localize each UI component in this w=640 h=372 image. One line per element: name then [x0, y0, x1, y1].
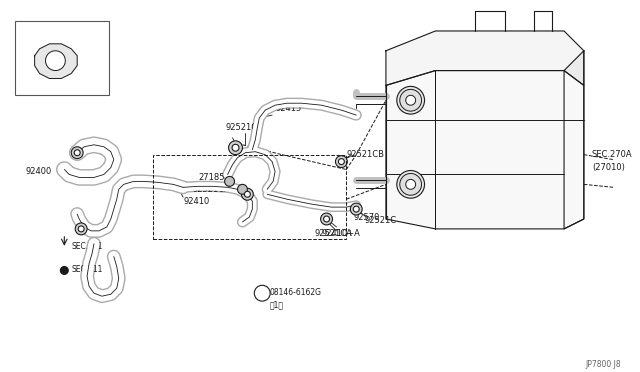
Ellipse shape [335, 155, 348, 167]
Ellipse shape [406, 179, 415, 189]
Ellipse shape [45, 51, 65, 71]
Text: SEC.211: SEC.211 [71, 242, 102, 251]
Ellipse shape [237, 185, 248, 194]
Text: 92521C: 92521C [364, 217, 396, 225]
Text: (27010): (27010) [592, 163, 625, 172]
Bar [154, 155, 346, 239]
Polygon shape [386, 31, 584, 86]
Ellipse shape [225, 176, 234, 186]
Text: 92410+A: 92410+A [322, 230, 360, 238]
Text: 92521CA: 92521CA [315, 230, 353, 238]
Ellipse shape [353, 206, 359, 212]
Ellipse shape [321, 213, 333, 225]
Text: 92570: 92570 [353, 212, 380, 221]
Text: （1）: （1） [269, 301, 283, 310]
Text: JP7800 J8: JP7800 J8 [586, 359, 621, 369]
Text: SEC.270A: SEC.270A [592, 150, 632, 159]
Text: 92415: 92415 [275, 104, 301, 113]
Ellipse shape [71, 147, 83, 158]
Text: SEC.211: SEC.211 [71, 265, 102, 274]
Text: 92521C: 92521C [226, 124, 258, 132]
Ellipse shape [244, 191, 250, 197]
Text: 92530: 92530 [22, 26, 51, 35]
Ellipse shape [324, 216, 330, 222]
Ellipse shape [397, 86, 424, 114]
Text: 92521CA: 92521CA [193, 185, 231, 194]
Ellipse shape [254, 285, 270, 301]
Ellipse shape [74, 150, 80, 155]
Text: 08146-6162G: 08146-6162G [269, 288, 321, 297]
Ellipse shape [350, 203, 362, 215]
Text: 92521CB: 92521CB [346, 150, 385, 159]
Text: 92400: 92400 [25, 167, 51, 176]
Ellipse shape [339, 158, 344, 164]
Text: 27185: 27185 [198, 173, 225, 182]
Ellipse shape [400, 173, 422, 195]
Polygon shape [35, 44, 77, 78]
Bar [15, 21, 109, 95]
Text: 92410: 92410 [183, 197, 209, 206]
Ellipse shape [76, 223, 87, 235]
Polygon shape [386, 71, 584, 229]
Ellipse shape [232, 144, 239, 151]
Ellipse shape [406, 95, 415, 105]
Ellipse shape [241, 188, 253, 200]
Polygon shape [564, 51, 584, 229]
Ellipse shape [60, 266, 68, 275]
Ellipse shape [397, 170, 424, 198]
Ellipse shape [400, 89, 422, 111]
Ellipse shape [78, 226, 84, 232]
Ellipse shape [228, 141, 243, 155]
